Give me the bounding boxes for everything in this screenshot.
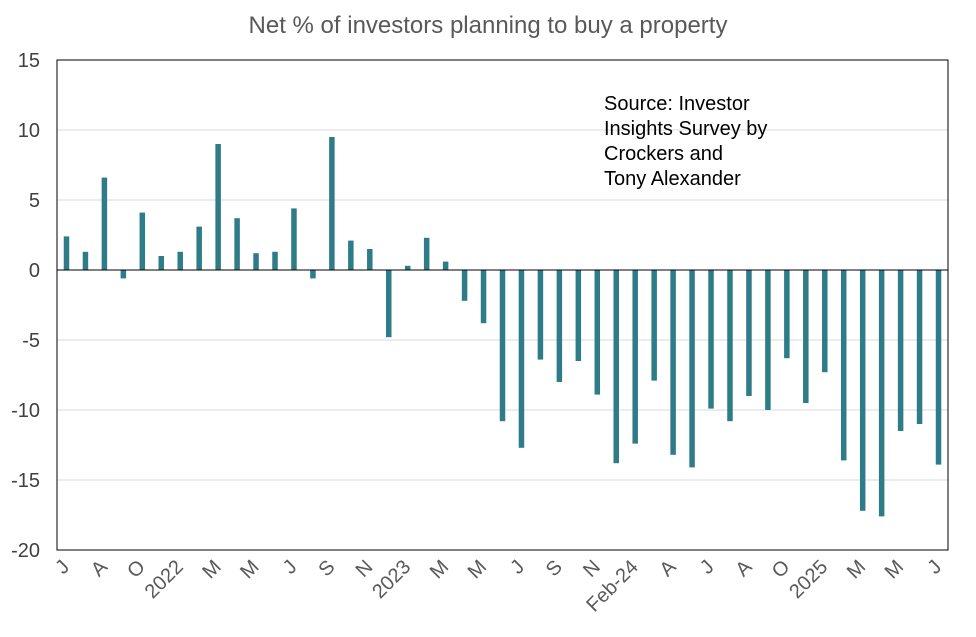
bar [196,226,202,270]
bar [878,270,885,517]
bar [367,249,373,270]
bar [537,270,544,360]
x-tick-label: M [843,556,870,583]
bar [215,144,221,270]
bar [746,270,752,396]
bar [670,270,676,455]
x-tick-label: J [51,556,74,579]
bar [404,265,411,270]
x-tick-label: S [542,556,567,581]
bar [234,218,240,270]
bar [101,177,108,270]
x-tick-label: M [881,556,908,583]
x-tick-label: J [279,556,302,579]
x-tick-label: A [656,556,681,581]
bar [442,261,449,270]
bar [177,251,183,270]
source-line-2: Insights Survey by [604,118,767,140]
plot-area-frame [56,59,949,551]
bar [594,270,601,395]
bar [272,251,278,270]
bar [291,208,297,270]
bar [859,270,866,511]
bar [63,236,70,270]
x-tick-label: J [696,556,719,579]
y-tick-label: -20 [11,540,40,562]
x-tick-label: J [923,556,946,579]
x-tick-label: O [123,556,150,583]
bar [935,270,942,465]
bar [461,270,468,301]
x-tick-label: N [579,556,605,582]
chart-title: Net % of investors planning to buy a pro… [249,12,728,39]
bar [310,270,316,279]
bar [518,270,525,448]
bar [708,270,714,409]
bar [727,270,733,422]
bar [499,270,506,422]
bar [82,251,89,270]
bar [480,270,487,324]
y-tick-label: 0 [29,260,40,282]
x-tick-label: 2023 [368,556,415,603]
bars [63,137,942,517]
bar [803,270,809,403]
bar [765,270,771,410]
bar [120,270,127,279]
x-tick-label: 2025 [785,556,832,603]
x-tick-label: S [314,556,339,581]
bar [840,270,847,461]
y-tick-label: -15 [11,470,40,492]
x-tick-label: 2022 [141,556,188,603]
y-axis: 15 10 5 0 -5 -10 -15 -20 [11,50,40,562]
bar [139,212,146,270]
x-tick-label: M [236,556,263,583]
x-tick-label: A [731,556,756,581]
bar [916,270,923,424]
x-tick-label: N [352,556,378,582]
x-tick-label: O [768,556,795,583]
source-line-4: Tony Alexander [604,168,741,190]
x-tick-label: M [198,556,225,583]
bar [613,270,619,464]
x-tick-label: A [87,556,112,581]
bar [689,270,695,468]
bar [386,270,392,338]
bar [632,270,638,444]
bar [784,270,790,359]
y-tick-label: 15 [18,50,40,72]
bar [575,270,582,361]
bar [348,240,354,270]
bar [158,256,165,270]
bar [651,270,657,381]
bar [897,270,904,431]
source-line-3: Crockers and [604,143,723,165]
x-tick-label: J [506,556,529,579]
bar [822,270,828,373]
y-tick-label: 10 [18,120,40,142]
bar [253,253,259,270]
bar [329,137,335,270]
y-tick-label: -10 [11,400,40,422]
bar [556,270,563,382]
source-line-1: Source: Investor [604,93,750,115]
source-annotation: Source: Investor Insights Survey by Croc… [604,93,773,190]
y-tick-label: 5 [29,190,40,212]
y-tick-label: -5 [22,330,40,352]
x-tick-label: M [426,556,453,583]
x-tick-label: M [464,556,491,583]
bar [423,237,430,270]
